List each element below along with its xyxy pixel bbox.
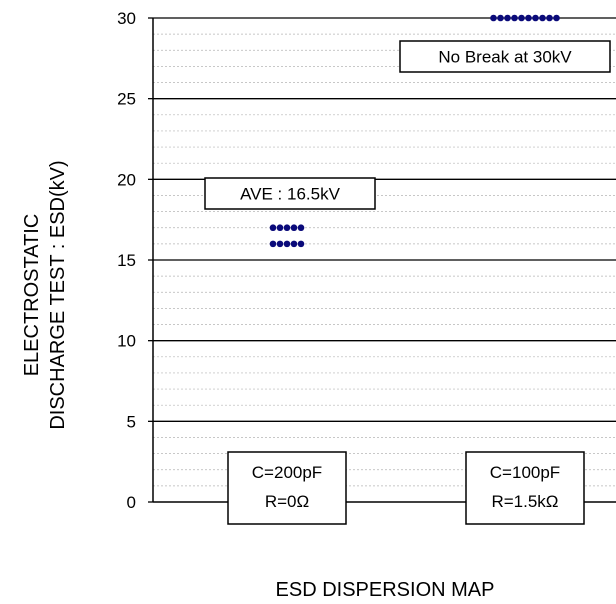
data-point	[269, 240, 277, 248]
data-points	[269, 14, 560, 248]
y-tick-label: 20	[117, 170, 136, 189]
data-point	[546, 14, 553, 22]
y-tick-label: 30	[117, 9, 136, 28]
data-point	[269, 224, 277, 232]
y-tick-label: 15	[117, 251, 136, 270]
data-point	[525, 14, 532, 22]
y-axis-title-line1: ELECTROSTATIC	[21, 214, 43, 377]
data-point	[518, 14, 525, 22]
data-point	[532, 14, 539, 22]
data-point	[297, 240, 305, 248]
condition-resistance: R=1.5kΩ	[491, 492, 558, 511]
annotation-box	[204, 177, 376, 210]
annotation-box	[399, 40, 611, 73]
condition-box	[227, 451, 347, 525]
grid	[153, 17, 616, 487]
x-axis-title: ESD DISPERSION MAP	[276, 579, 495, 601]
annotation-label: No Break at 30kV	[438, 48, 572, 67]
data-point	[297, 224, 305, 232]
condition-capacitance: C=100pF	[490, 463, 560, 482]
data-point	[290, 224, 298, 232]
data-point	[290, 240, 298, 248]
data-point	[490, 14, 497, 22]
condition-capacitance: C=200pF	[252, 463, 322, 482]
data-point	[511, 14, 518, 22]
condition-boxes: C=200pF R=0Ω C=100pF R=1.5kΩ	[227, 451, 585, 525]
data-point	[553, 14, 560, 22]
data-point	[539, 14, 546, 22]
condition-box	[465, 451, 585, 525]
y-axis-title-line2: DISCHARGE TEST : ESD(kV)	[47, 160, 69, 429]
data-point	[283, 224, 291, 232]
data-point	[276, 224, 284, 232]
data-point	[504, 14, 511, 22]
condition-resistance: R=0Ω	[265, 492, 309, 511]
y-tick-label: 0	[127, 493, 136, 512]
annotation-label: AVE : 16.5kV	[240, 185, 341, 204]
y-tick-label: 5	[127, 412, 136, 431]
y-tick-label: 10	[117, 332, 136, 351]
data-point	[283, 240, 291, 248]
data-point	[276, 240, 284, 248]
y-tick-labels: 0 5 10 15 20 25 30	[117, 9, 136, 512]
y-tick-label: 25	[117, 90, 136, 109]
data-point	[497, 14, 504, 22]
annotations: AVE : 16.5kV No Break at 30kV	[204, 40, 611, 210]
